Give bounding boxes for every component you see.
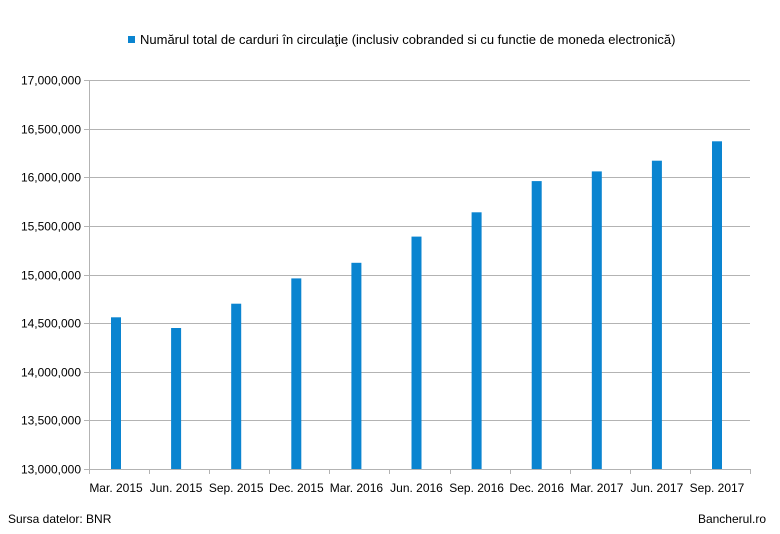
y-tick-label: 16,000,000: [21, 171, 81, 185]
y-tick-label: 14,000,000: [21, 366, 81, 380]
brand-label: Bancherul.ro: [697, 512, 766, 526]
source-note: Sursa datelor: BNR: [8, 512, 112, 526]
legend-label: Numărul total de carduri în circulaţie (…: [140, 31, 676, 47]
bar: [712, 141, 722, 470]
y-tick-label: 14,500,000: [21, 317, 81, 331]
bar: [471, 212, 482, 470]
y-tick-label: 15,500,000: [21, 220, 81, 234]
y-tick-label: 13,000,000: [21, 463, 81, 477]
bar: [591, 171, 602, 469]
x-tick-label: Jun. 2016: [390, 481, 443, 495]
bar: [411, 236, 422, 469]
x-tick-label: Sep. 2015: [209, 481, 264, 495]
x-tick-label: Mar. 2016: [330, 481, 384, 495]
bar: [111, 317, 121, 469]
x-tick-label: Sep. 2016: [449, 481, 504, 495]
bar: [231, 303, 242, 469]
x-tick-label: Mar. 2017: [570, 481, 624, 495]
axes: [89, 80, 751, 474]
legend-swatch: [128, 35, 135, 43]
x-tick-label: Mar. 2015: [89, 481, 143, 495]
x-tick-label: Jun. 2017: [631, 481, 684, 495]
bar: [351, 262, 362, 469]
y-tick-label: 15,000,000: [21, 269, 81, 283]
x-tick-label: Jun. 2015: [150, 481, 203, 495]
bars: [111, 141, 722, 470]
y-tick-labels: 13,000,000 13,500,000 14,000,000 14,500,000…: [21, 74, 81, 477]
bar: [531, 181, 542, 469]
x-tick-label: Dec. 2016: [509, 481, 564, 495]
legend: Numărul total de carduri în circulaţie (…: [128, 31, 675, 47]
x-tick-label: Sep. 2017: [690, 481, 745, 495]
bar: [651, 160, 662, 469]
y-tick-label: 13,500,000: [21, 414, 81, 428]
x-tick-label: Dec. 2015: [269, 481, 324, 495]
y-tick-label: 17,000,000: [21, 74, 81, 88]
bar: [291, 278, 302, 469]
bar: [171, 328, 182, 469]
y-tick-label: 16,500,000: [21, 123, 81, 137]
x-tick-labels: Mar. 2015 Jun. 2015 Sep. 2015 Dec. 2015 Mar.…: [89, 481, 744, 495]
